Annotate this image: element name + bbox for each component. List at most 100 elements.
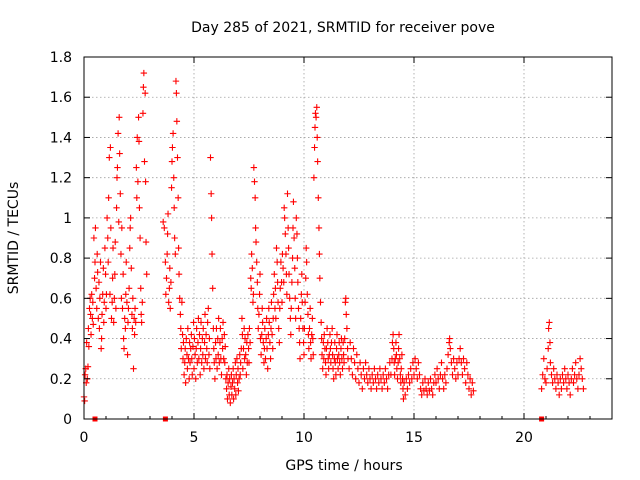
data-point: [564, 371, 572, 378]
data-point: [203, 345, 210, 352]
data-point: [309, 335, 316, 342]
data-point: [85, 343, 93, 350]
data-point: [578, 365, 585, 372]
data-point: [239, 331, 246, 338]
data-point: [108, 315, 115, 322]
data-point: [124, 351, 131, 358]
data-point: [297, 315, 304, 322]
data-point: [265, 305, 272, 312]
data-point: [142, 178, 149, 185]
data-point: [142, 238, 150, 246]
data-point: [131, 305, 139, 312]
data-point: [172, 250, 179, 258]
data-point: [202, 331, 210, 338]
data-point: [97, 345, 105, 352]
data-point: [118, 295, 125, 302]
data-point: [162, 258, 169, 266]
data-point: [413, 365, 420, 372]
data-point: [206, 365, 214, 372]
data-point: [315, 224, 323, 232]
data-point: [470, 387, 477, 395]
data-point: [545, 345, 552, 352]
data-point: [95, 279, 103, 286]
data-point: [138, 319, 145, 326]
data-point: [298, 291, 305, 298]
data-point: [392, 339, 400, 346]
data-point: [245, 345, 252, 352]
data-point: [400, 395, 407, 403]
data-point: [224, 395, 231, 403]
data-point: [114, 164, 121, 171]
data-point: [268, 331, 276, 338]
data-point: [243, 371, 250, 378]
data-point: [272, 315, 280, 322]
data-point: [186, 339, 193, 346]
data-point: [141, 90, 149, 97]
data-point: [568, 375, 575, 382]
data-point: [460, 355, 467, 362]
data-point: [540, 355, 547, 362]
data-point: [221, 359, 228, 366]
data-point: [312, 110, 319, 117]
data-point: [288, 279, 296, 286]
data-point: [114, 130, 122, 137]
data-point: [552, 385, 560, 393]
data-point: [367, 385, 375, 393]
data-point: [106, 291, 114, 298]
data-point: [569, 365, 576, 372]
data-point: [370, 379, 377, 386]
data-point: [351, 359, 358, 366]
data-point: [241, 355, 248, 362]
data-point: [88, 291, 95, 298]
data-point: [397, 371, 404, 378]
y-tick-label: 0.6: [50, 291, 72, 307]
data-point: [204, 319, 211, 326]
data-point: [575, 371, 583, 378]
x-tick-label: 20: [515, 430, 533, 446]
data-point: [127, 224, 134, 232]
x-tick-label: 15: [405, 430, 423, 446]
y-tick-label: 0.2: [50, 372, 72, 388]
data-point: [553, 371, 561, 378]
data-point: [377, 375, 385, 382]
data-point: [174, 194, 182, 201]
data-point: [382, 365, 389, 372]
y-tick-label: 0.4: [50, 332, 72, 348]
data-point: [365, 365, 373, 372]
data-point: [545, 325, 552, 332]
data-point: [294, 254, 301, 262]
data-point: [91, 275, 98, 282]
data-point: [276, 339, 283, 346]
data-point: [215, 315, 222, 322]
data-point: [260, 339, 267, 346]
data-point: [398, 351, 406, 358]
data-point: [469, 379, 476, 386]
data-point: [249, 299, 257, 306]
data-point: [191, 351, 199, 358]
data-point: [395, 331, 403, 338]
data-point: [182, 379, 189, 386]
data-point: [126, 244, 133, 252]
data-point: [306, 325, 313, 332]
data-point: [322, 371, 330, 378]
data-point: [165, 299, 172, 306]
data-point: [449, 371, 456, 378]
data-point: [176, 295, 183, 302]
data-point: [369, 371, 376, 378]
data-point: [216, 339, 224, 346]
data-point: [177, 311, 184, 318]
data-point: [251, 178, 258, 185]
data-point: [107, 144, 114, 151]
data-point: [116, 114, 123, 121]
data-point: [384, 385, 391, 393]
data-point: [85, 325, 92, 332]
data-point: [310, 351, 317, 358]
data-point: [290, 198, 297, 205]
data-point: [241, 335, 249, 342]
data-point: [421, 375, 429, 382]
axis-ticks: 0 0.2 0.4 0.6 0.8 1 1.2 1.4 1.6 1.8 0 5 10 15 20: [50, 50, 612, 446]
y-tick-label: 0.8: [50, 251, 72, 267]
data-point: [550, 365, 557, 372]
data-point: [312, 114, 320, 121]
data-point: [438, 359, 445, 366]
